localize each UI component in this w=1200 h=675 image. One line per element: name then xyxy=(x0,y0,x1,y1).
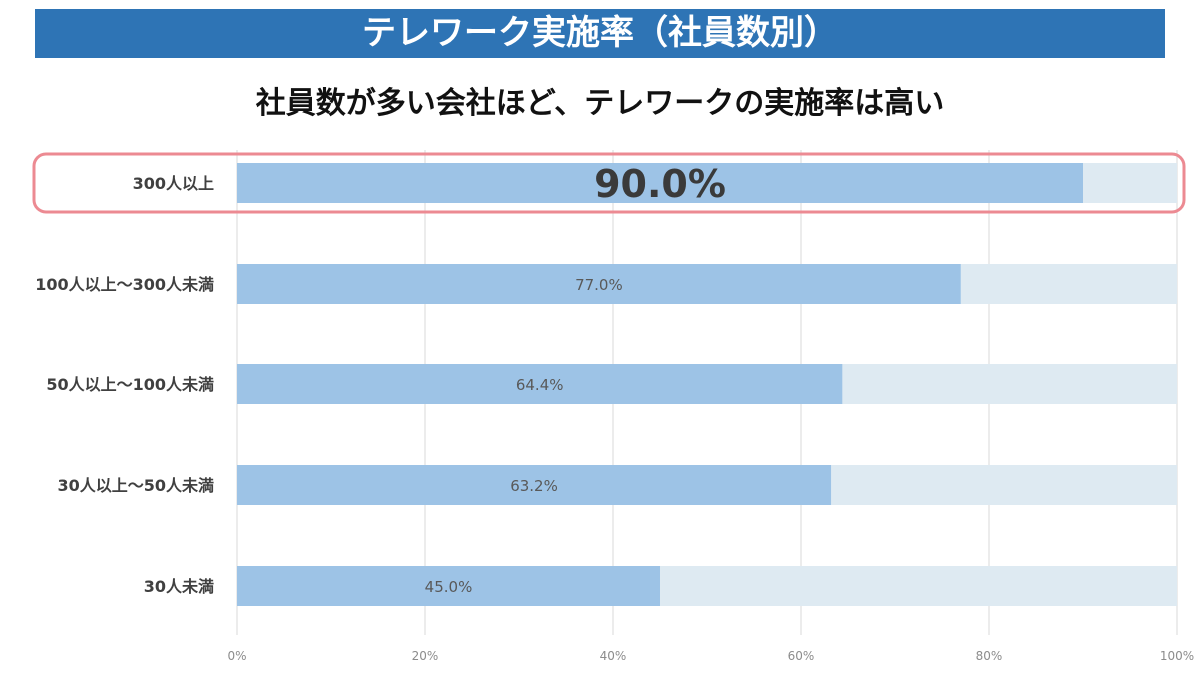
category-label: 100人以上～300人未満 xyxy=(35,275,214,294)
category-label: 30人以上～50人未満 xyxy=(57,476,214,495)
x-tick-label: 20% xyxy=(412,649,439,663)
x-tick-label: 40% xyxy=(600,649,627,663)
chart-subtitle: 社員数が多い会社ほど、テレワークの実施率は高い xyxy=(255,86,945,121)
data-label: 63.2% xyxy=(510,477,558,495)
highlight-box xyxy=(32,152,1186,214)
category-label: 50人以上～100人未満 xyxy=(46,375,214,394)
data-label: 64.4% xyxy=(516,376,564,394)
data-label: 90.0% xyxy=(594,162,726,206)
x-tick-label: 80% xyxy=(976,649,1003,663)
bar-remainder xyxy=(960,264,1177,304)
bar xyxy=(237,364,843,404)
data-label: 45.0% xyxy=(425,578,473,596)
bar-remainder xyxy=(660,566,1177,606)
x-tick-label: 100% xyxy=(1160,649,1194,663)
bar-remainder xyxy=(842,364,1177,404)
bar xyxy=(237,163,1083,203)
bar-remainder xyxy=(831,465,1177,505)
bar xyxy=(237,465,832,505)
bar xyxy=(237,264,961,304)
chart-title: テレワーク実施率（社員数別） xyxy=(35,9,1165,58)
category-label: 300人以上 xyxy=(133,174,214,193)
x-tick-label: 0% xyxy=(227,649,246,663)
bar xyxy=(237,566,660,606)
bar-remainder xyxy=(1083,163,1177,203)
category-label: 30人未満 xyxy=(144,577,214,596)
data-label: 77.0% xyxy=(575,276,623,294)
x-tick-label: 60% xyxy=(788,649,815,663)
